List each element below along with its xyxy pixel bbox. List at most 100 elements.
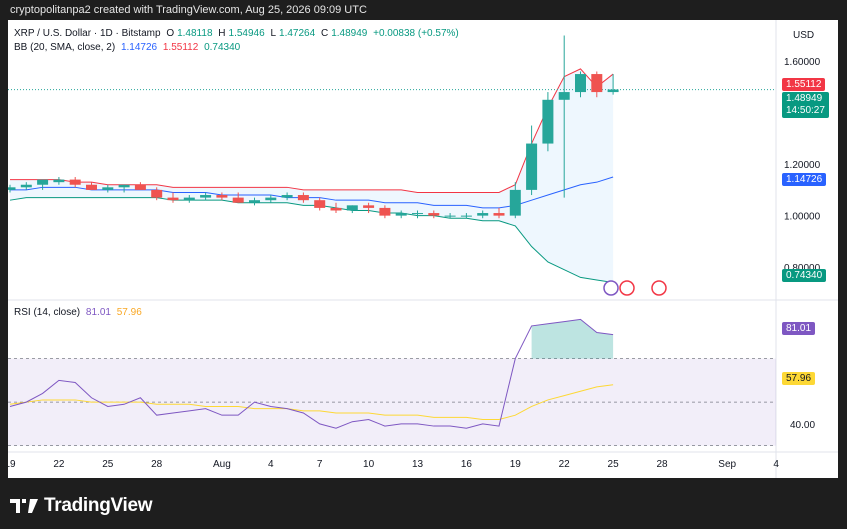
tradingview-brand: TradingView [44, 495, 153, 516]
price-tick-label: 1.20000 [784, 160, 821, 171]
rsi-ma-value: 57.96 [116, 307, 142, 318]
low-value: 1.47264 [279, 28, 316, 39]
candle-body [167, 197, 179, 201]
time-tick-label: 25 [608, 459, 620, 470]
bb-upper-value: 1.55112 [162, 42, 199, 53]
time-tick-label: 28 [151, 459, 163, 470]
chart-canvas[interactable]: 0.800001.000001.200001.400001.6000040.00… [8, 20, 838, 478]
candle-body [526, 143, 538, 190]
rsi-label: RSI (14, close) [14, 307, 81, 318]
time-tick-label: 4 [773, 459, 779, 470]
event-marker-icon [651, 280, 667, 296]
candle-body [69, 179, 81, 185]
candle-body [509, 189, 521, 216]
candle-body [607, 89, 619, 93]
rsi-ma-axis-label: 57.96 [782, 372, 816, 385]
close-label: C [320, 28, 329, 39]
ohlc-legend: XRP / U.S. Dollar · 1D · Bitstamp O 1.481… [14, 28, 462, 39]
candle-body [428, 213, 440, 216]
tradingview-logo[interactable]: TradingView [10, 495, 153, 517]
candle-body [363, 205, 375, 208]
time-tick-label: Aug [213, 459, 231, 470]
candle-body [558, 92, 570, 100]
candle-body [134, 184, 146, 190]
candle-body [216, 195, 228, 198]
lower-band-price-label: 0.74340 [782, 269, 827, 282]
candle-body [183, 197, 195, 201]
candle-body [346, 205, 358, 211]
candle-body [575, 74, 586, 93]
chart-attribution: cryptopolitanpa2 created with TradingVie… [10, 4, 367, 16]
event-marker-icon [619, 280, 635, 296]
time-tick-label: 16 [461, 459, 473, 470]
time-tick-label: 4 [268, 459, 274, 470]
candle-body [444, 215, 456, 217]
bb-label: BB (20, SMA, close, 2) [14, 42, 116, 53]
candle-body [20, 184, 32, 188]
rsi-legend: RSI (14, close) 81.01 57.96 [14, 307, 145, 318]
bb-basis-value: 1.14726 [120, 42, 158, 53]
price-tick-label: 1.00000 [784, 212, 821, 223]
currency-label[interactable]: USD [793, 30, 815, 41]
candle-body [53, 179, 65, 183]
change-value: +0.00838 (+0.57%) [373, 28, 459, 39]
candle-body [542, 99, 554, 144]
time-tick-label: 25 [102, 459, 114, 470]
time-tick-label: 7 [317, 459, 323, 470]
candle-body [8, 187, 16, 190]
candle-body [314, 200, 326, 208]
bollinger-upper-line [10, 68, 614, 193]
rsi-line [9, 318, 614, 429]
current-price-label: 1.48949 14:50:27 [782, 92, 829, 118]
candle-body [493, 213, 505, 216]
candle-body [86, 184, 97, 190]
tradingview-logo-icon [10, 499, 38, 513]
time-tick-label: 13 [412, 459, 424, 470]
candle-body [102, 187, 114, 190]
bar-countdown: 14:50:27 [786, 105, 825, 116]
candle-body [591, 74, 603, 93]
open-value: 1.48118 [177, 28, 213, 39]
time-tick-label: 28 [656, 459, 668, 470]
candle-body [232, 197, 244, 203]
bb-legend: BB (20, SMA, close, 2) 1.14726 1.55112 0… [14, 42, 243, 53]
time-tick-label: 22 [559, 459, 571, 470]
chart-panel[interactable]: 0.800001.000001.200001.400001.6000040.00… [8, 20, 838, 478]
candle-body [297, 195, 309, 201]
candle-body [477, 213, 489, 216]
low-label: L [270, 28, 277, 39]
candle-body [249, 200, 260, 203]
rsi-overbought-fill [531, 319, 614, 359]
current-price: 1.48949 [786, 93, 823, 104]
bollinger-band-fill [10, 68, 614, 283]
time-tick-label: Sep [718, 459, 736, 470]
candle-body [412, 213, 423, 215]
time-tick-label: 22 [53, 459, 65, 470]
high-value: 1.54946 [228, 28, 265, 39]
candle-body [118, 184, 130, 188]
candle-body [395, 213, 407, 216]
rsi-value: 81.01 [85, 307, 111, 318]
upper-band-price-label: 1.55112 [782, 78, 826, 91]
rsi-ma-line [9, 384, 614, 421]
time-tick-label: 10 [363, 459, 375, 470]
basis-price-label: 1.14726 [782, 173, 827, 186]
time-tick-label: 19 [8, 459, 16, 470]
candle-body [151, 189, 163, 198]
time-tick-label: 19 [510, 459, 522, 470]
rsi-axis-label: 81.01 [782, 322, 816, 335]
price-tick-label: 0.80000 [784, 263, 821, 274]
event-marker-icon [603, 280, 619, 296]
candle-body [265, 197, 277, 201]
bollinger-lower-line [9, 197, 614, 284]
open-label: O [166, 28, 175, 39]
high-label: H [218, 28, 226, 39]
candle-body [200, 195, 212, 198]
candle-body [460, 215, 472, 217]
rsi-tick-label: 40.00 [790, 420, 815, 431]
candle-body [37, 179, 49, 185]
bb-lower-value: 0.74340 [204, 42, 241, 53]
close-value: 1.48949 [331, 28, 368, 39]
candle-body [330, 207, 342, 211]
candle-body [281, 195, 293, 198]
